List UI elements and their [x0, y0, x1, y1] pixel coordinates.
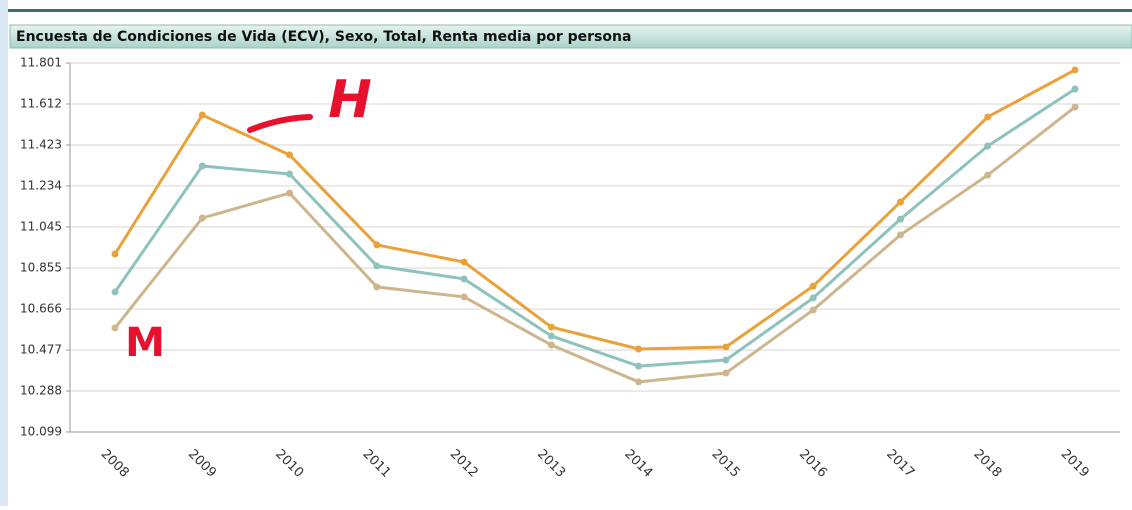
point [984, 113, 992, 121]
y-tick-label: 10.855 [20, 261, 62, 275]
point [896, 198, 904, 206]
point [1071, 103, 1079, 111]
point [984, 142, 992, 150]
point [896, 231, 904, 239]
point [111, 288, 119, 296]
series-line [113, 87, 1076, 368]
point [460, 258, 468, 266]
x-tick-label: 2012 [447, 447, 481, 481]
x-tick-label: 2008 [98, 447, 132, 481]
y-tick-label: 11.423 [20, 137, 62, 151]
point [373, 241, 381, 249]
point [635, 378, 643, 386]
x-tick-label: 2009 [185, 447, 219, 481]
point [111, 324, 119, 332]
x-tick-label: 2018 [970, 447, 1004, 481]
point [460, 275, 468, 283]
point [111, 250, 119, 258]
point [198, 111, 206, 119]
point [460, 293, 468, 301]
point [896, 215, 904, 223]
x-tick-label: 2010 [272, 447, 306, 481]
point [1071, 66, 1079, 74]
point [547, 323, 555, 331]
point [722, 343, 730, 351]
x-tick-label: 2015 [709, 447, 743, 481]
point [635, 345, 643, 353]
y-tick-label: 10.477 [20, 343, 62, 357]
point [286, 189, 294, 197]
point [373, 283, 381, 291]
point [635, 362, 643, 370]
point [547, 341, 555, 349]
y-tick-label: 11.234 [20, 178, 62, 192]
x-tick-label: 2014 [621, 447, 655, 481]
point [1071, 85, 1079, 93]
y-tick-label: 10.288 [20, 384, 62, 398]
x-tick-label: 2011 [360, 447, 394, 481]
point [722, 356, 730, 364]
point [286, 170, 294, 178]
y-tick-label: 10.099 [20, 425, 62, 439]
title-bar [9, 24, 1132, 49]
x-tick-label: 2017 [883, 447, 917, 481]
x-tick-label: 2016 [796, 447, 830, 481]
point [373, 262, 381, 270]
point [286, 151, 294, 159]
side-panel [0, 0, 8, 506]
point [809, 306, 817, 314]
series-line [113, 68, 1076, 351]
annotation: H [328, 70, 372, 130]
annotation-stroke [247, 114, 313, 133]
point [722, 369, 730, 377]
point [198, 214, 206, 222]
y-tick-label: 10.666 [20, 302, 62, 316]
top-rule [8, 9, 1132, 12]
point [198, 162, 206, 170]
annotation: M [125, 320, 165, 366]
point [984, 171, 992, 179]
point [547, 332, 555, 340]
y-tick-label: 11.045 [20, 219, 62, 233]
chart-title: Encuesta de Condiciones de Vida (ECV), S… [16, 29, 631, 45]
series-line [113, 105, 1076, 384]
x-tick-label: 2013 [534, 447, 568, 481]
point [809, 282, 817, 290]
x-tick-label: 2019 [1058, 447, 1092, 481]
y-tick-label: 11.612 [20, 96, 62, 110]
point [809, 294, 817, 302]
y-tick-label: 11.801 [20, 56, 62, 70]
